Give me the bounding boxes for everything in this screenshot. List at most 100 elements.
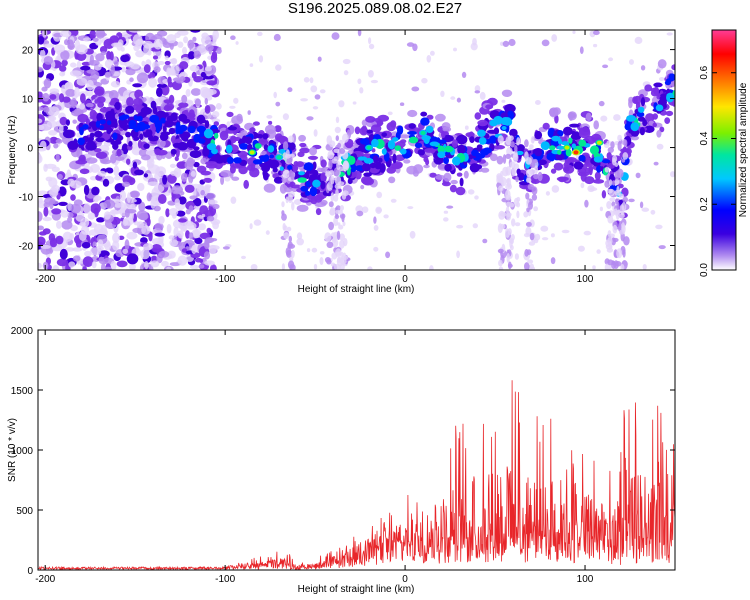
spectral-blob (169, 262, 181, 267)
spectral-blob (281, 210, 285, 216)
spectral-blob (93, 148, 102, 153)
spectral-blob (59, 248, 68, 260)
spectral-blob (366, 145, 372, 150)
spectral-blob (212, 203, 220, 210)
spectral-blob (104, 71, 112, 78)
spectral-blob (644, 84, 653, 92)
spectral-blob (94, 99, 99, 104)
spectral-blob (456, 224, 464, 229)
spectral-blob (635, 172, 641, 179)
spectral-blob (360, 184, 365, 190)
spectral-blob (93, 223, 104, 235)
x-tick-label: -200 (35, 574, 55, 585)
spectral-blob (185, 89, 191, 97)
spectral-blob (53, 143, 59, 149)
spectral-blob (653, 161, 659, 166)
spectral-blob (253, 219, 262, 226)
spectral-blob (104, 211, 111, 220)
spectral-blob (99, 46, 108, 53)
spectral-blob (99, 125, 104, 130)
spectral-blob (373, 225, 379, 231)
spectral-blob (615, 261, 622, 267)
spectral-blob (435, 174, 446, 180)
spectral-blob (312, 106, 319, 110)
spectral-blob (530, 178, 537, 184)
spectral-blob (524, 262, 530, 270)
spectral-blob (85, 157, 98, 164)
spectral-blob (77, 137, 85, 146)
spectral-blob (497, 248, 504, 254)
spectral-blob (339, 257, 347, 265)
spectral-blob (53, 44, 66, 53)
spectral-blob (658, 77, 665, 81)
spectral-blob (58, 201, 68, 206)
spectral-blob (40, 244, 51, 249)
spectral-blob (359, 126, 369, 136)
spectral-blob (607, 230, 612, 238)
spectral-blob (289, 264, 296, 270)
spectral-blob (584, 176, 595, 185)
spectral-blob (89, 132, 95, 138)
spectral-blob (229, 165, 236, 174)
spectral-blob (549, 145, 556, 151)
spectral-blob (372, 155, 379, 164)
spectral-blob (398, 134, 411, 139)
spectral-blob (68, 261, 76, 268)
spectral-blob (214, 132, 219, 139)
spectral-blob (152, 55, 159, 60)
spectral-blob (557, 149, 562, 155)
spectral-blob (305, 190, 311, 196)
y-tick-label: 0 (27, 566, 33, 577)
spectral-blob (104, 266, 112, 270)
spectral-blob (623, 236, 630, 246)
spectral-blob (206, 80, 218, 86)
spectral-blob (573, 150, 579, 155)
spectral-blob (89, 30, 97, 40)
spectral-blob (185, 230, 190, 239)
spectral-blob (247, 164, 254, 171)
spectral-blob (194, 198, 202, 207)
spectral-blob (235, 41, 239, 45)
spectral-blob (177, 230, 184, 239)
spectral-blob (281, 263, 285, 270)
spectral-blob (368, 37, 372, 45)
spectral-blob (230, 196, 237, 204)
y-tick-label: 1000 (11, 446, 34, 457)
spectral-blob (330, 262, 336, 267)
spectral-blob (81, 241, 91, 249)
spectral-blob (148, 77, 158, 88)
spectral-blob (362, 162, 371, 172)
spectral-blob (90, 203, 101, 214)
spectral-blob (350, 163, 357, 173)
spectral-blob (502, 166, 509, 177)
spectral-blob (75, 52, 87, 61)
spectral-blob (429, 265, 434, 270)
spectral-blob (291, 249, 295, 259)
spectral-blob (664, 117, 671, 124)
spectral-blob (190, 30, 201, 33)
spectral-blob (114, 175, 121, 181)
spectral-blob (104, 59, 114, 69)
spectral-blob (299, 147, 310, 154)
spectral-blob (42, 92, 50, 102)
spectral-blob (361, 119, 368, 127)
spectral-blob (215, 103, 222, 110)
spectral-blob (168, 208, 179, 216)
spectral-blob (285, 247, 292, 256)
spectral-blob (342, 221, 346, 227)
spectral-blob (328, 159, 333, 170)
spectral-blob (283, 232, 290, 240)
spectral-blob (143, 64, 151, 74)
spectral-blob (633, 95, 642, 105)
spectral-blob (343, 70, 349, 76)
spectral-blob (307, 155, 319, 160)
spectral-blob (335, 116, 340, 124)
spectral-blob (470, 42, 478, 51)
spectral-blob (621, 224, 626, 234)
spectral-blob (328, 221, 334, 231)
spectral-blob (103, 38, 115, 49)
spectral-blob (273, 91, 278, 99)
spectral-blob (220, 175, 225, 185)
